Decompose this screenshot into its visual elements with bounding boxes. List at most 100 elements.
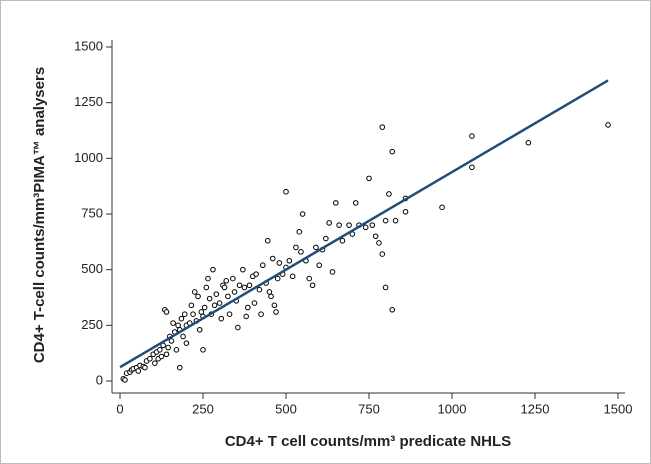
point [225, 293, 231, 300]
point [525, 139, 532, 146]
point [389, 306, 396, 313]
point [243, 313, 249, 320]
point [362, 224, 369, 231]
point [369, 222, 376, 228]
point [122, 377, 128, 383]
y-tick-label: 1000 [74, 150, 103, 165]
y-tick-label: 1250 [74, 94, 103, 109]
x-tick-label: 1250 [521, 401, 550, 416]
x-tick-label: 1000 [438, 401, 467, 416]
point [352, 200, 359, 206]
point [157, 347, 163, 353]
point [216, 300, 223, 306]
point [188, 302, 195, 309]
point [259, 262, 266, 269]
point [218, 315, 225, 322]
point [336, 222, 342, 228]
point [276, 260, 283, 266]
point [180, 333, 186, 340]
point [170, 320, 176, 326]
point [211, 302, 218, 309]
point [382, 217, 389, 224]
point [329, 269, 336, 275]
point [142, 364, 148, 371]
point [293, 244, 299, 251]
point [379, 124, 386, 130]
y-tick-label: 1500 [74, 38, 103, 53]
point [273, 309, 279, 315]
y-tick-label: 0 [96, 372, 103, 387]
point [258, 311, 264, 318]
point [439, 204, 445, 211]
point [376, 240, 382, 246]
point [158, 353, 165, 360]
point [195, 293, 201, 300]
point [175, 322, 181, 329]
point [152, 360, 158, 366]
y-axis-label: CD4+ T-cell counts/mm³PIMA™ analysers [31, 67, 48, 363]
point [264, 237, 271, 244]
point [203, 284, 210, 291]
point [246, 282, 253, 289]
point [206, 295, 213, 302]
point [181, 311, 188, 318]
point [205, 275, 211, 282]
point [198, 309, 205, 315]
point [469, 133, 475, 139]
point [226, 311, 233, 318]
point [210, 266, 216, 273]
point [271, 302, 278, 309]
fit-line [119, 79, 609, 369]
point [299, 211, 306, 217]
point [306, 275, 313, 282]
point [196, 326, 203, 333]
point [366, 175, 372, 182]
x-tick-label: 0 [116, 401, 123, 416]
point [223, 278, 230, 284]
point [200, 347, 206, 353]
point [251, 300, 258, 306]
y-tick-label: 250 [81, 317, 103, 332]
point [201, 304, 208, 311]
point [333, 200, 339, 206]
point [163, 351, 170, 358]
point [176, 364, 183, 371]
point [236, 282, 243, 289]
point [372, 233, 379, 240]
point [296, 229, 303, 235]
point [253, 271, 259, 277]
y-tick-label: 750 [81, 205, 103, 220]
point [266, 289, 273, 295]
point [402, 208, 409, 215]
point [241, 284, 248, 291]
point [173, 347, 180, 353]
point [135, 368, 142, 374]
point [346, 222, 352, 228]
point [191, 289, 198, 295]
point [382, 284, 389, 291]
point [309, 282, 316, 289]
point [286, 257, 293, 264]
point [245, 304, 251, 311]
point [298, 249, 304, 255]
point [389, 148, 396, 155]
point [256, 286, 263, 293]
point [274, 275, 281, 282]
point [183, 340, 190, 346]
point [147, 355, 153, 362]
point [190, 311, 196, 318]
point [316, 262, 323, 269]
point [221, 284, 228, 291]
point [178, 315, 185, 322]
x-tick-label: 1500 [604, 401, 633, 416]
point [313, 244, 319, 251]
point [230, 275, 236, 282]
point [392, 217, 399, 224]
x-tick-label: 250 [192, 401, 214, 416]
point [379, 251, 386, 257]
point [231, 289, 238, 295]
x-tick-label: 500 [275, 401, 297, 416]
point [386, 191, 392, 197]
